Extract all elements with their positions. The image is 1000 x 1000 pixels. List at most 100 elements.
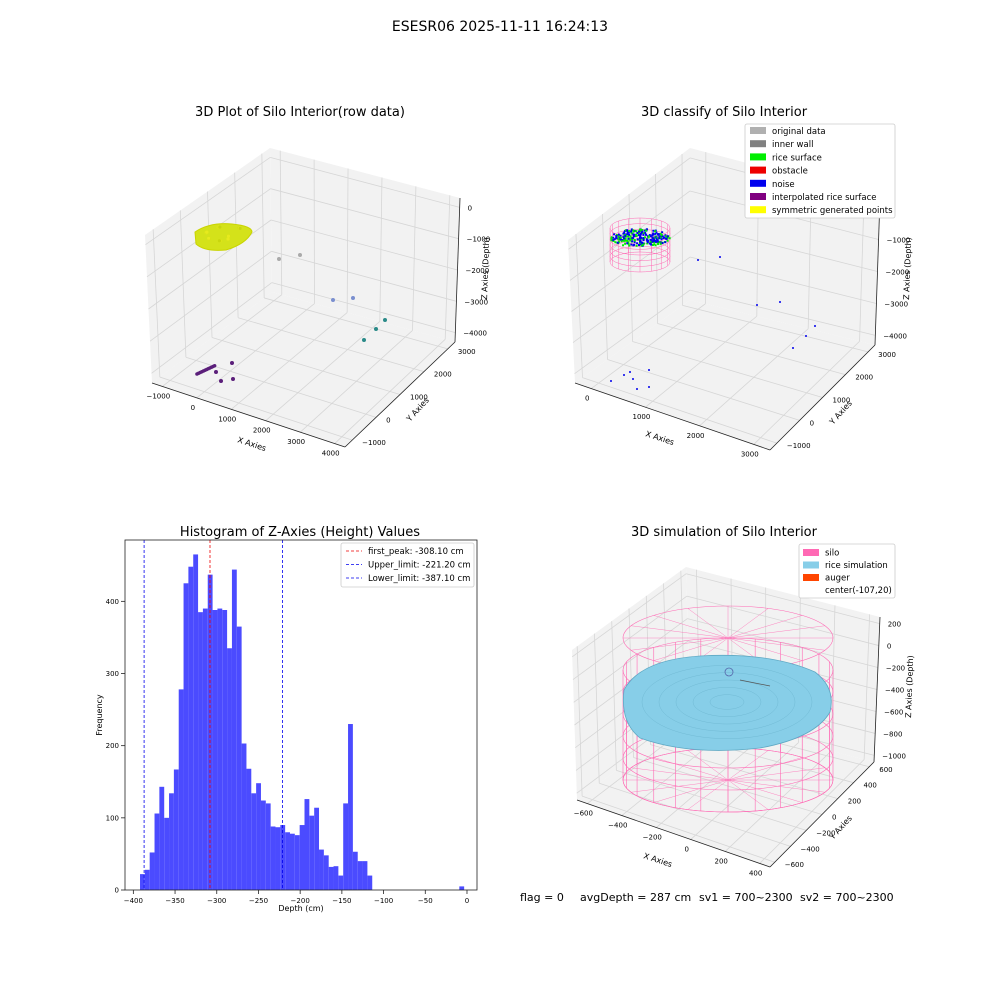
classified-point xyxy=(635,233,638,236)
histogram-bar xyxy=(173,769,179,890)
histogram-bar xyxy=(193,554,199,890)
classified-point xyxy=(661,231,664,234)
classified-point xyxy=(626,231,629,234)
classified-point xyxy=(642,232,645,235)
noise-point xyxy=(814,325,816,327)
classified-point xyxy=(654,235,657,238)
grid-line xyxy=(270,157,460,208)
x-tick-label: −400 xyxy=(608,822,627,830)
figure-suptitle: ESESR06 2025-11-11 16:24:13 xyxy=(392,19,608,35)
classified-point xyxy=(654,230,657,233)
classified-point xyxy=(660,238,663,241)
x-tick-label: −150 xyxy=(332,897,351,905)
classified-point xyxy=(656,237,659,240)
classified-point xyxy=(658,241,661,244)
histogram-bar xyxy=(367,875,373,890)
classified-point xyxy=(655,231,658,234)
classified-point xyxy=(622,232,625,235)
classified-point xyxy=(639,228,642,231)
histogram-bar xyxy=(338,875,344,890)
classified-point xyxy=(643,229,646,232)
classified-point xyxy=(646,242,649,245)
classified-point xyxy=(638,230,641,233)
silo-spoke xyxy=(727,767,826,781)
histogram-bar xyxy=(183,583,189,890)
classified-point xyxy=(617,240,620,243)
y-tick-label: −400 xyxy=(800,845,819,853)
grid-line xyxy=(271,250,457,302)
y-tick-label: 1000 xyxy=(833,397,851,405)
z-axis-line xyxy=(454,197,461,343)
legend-swatch xyxy=(750,206,766,214)
legend-label: Upper_limit: -221.20 cm xyxy=(368,561,471,571)
silo-spoke xyxy=(687,779,729,810)
noise-point xyxy=(632,378,634,380)
x-tick-label: 0 xyxy=(585,395,589,403)
classified-point xyxy=(639,234,642,237)
histogram-bar xyxy=(178,689,184,890)
x-axis-label: X Axies xyxy=(642,851,673,869)
y-tick-label: 100 xyxy=(106,814,119,822)
silo-spoke xyxy=(727,757,803,781)
panel-raw-title: 3D Plot of Silo Interior(row data) xyxy=(195,105,405,120)
classified-point xyxy=(635,244,638,247)
legend-swatch xyxy=(750,127,766,134)
classified-point xyxy=(633,243,636,246)
noise-point xyxy=(623,374,625,376)
classified-point xyxy=(648,234,651,237)
classified-point xyxy=(653,243,656,246)
legend-swatch xyxy=(803,574,819,581)
classified-point xyxy=(642,236,645,239)
histogram-legend: first_peak: -308.10 cm Upper_limit: -221.… xyxy=(340,542,475,588)
legend-label: original data xyxy=(772,127,826,137)
classified-point xyxy=(628,233,631,236)
grid-line xyxy=(657,323,846,376)
histogram-bar xyxy=(299,825,305,890)
histogram-bar xyxy=(459,886,465,890)
legend-label: inner wall xyxy=(772,140,813,150)
x-tick-label: 3000 xyxy=(741,450,759,458)
classified-point xyxy=(624,242,627,245)
classified-point xyxy=(639,232,642,235)
classified-point xyxy=(665,237,668,240)
classified-point xyxy=(668,237,671,240)
data-point xyxy=(277,257,281,261)
noise-point xyxy=(610,380,612,382)
legend-label: rice simulation xyxy=(825,561,888,571)
classified-point xyxy=(617,238,620,241)
classified-point xyxy=(611,239,614,242)
y-tick-label: 3000 xyxy=(458,348,476,356)
silo-spoke xyxy=(727,779,769,810)
classified-point xyxy=(633,241,636,244)
z-axis-label: Z Axies (Depth) xyxy=(904,655,915,718)
classified-point xyxy=(628,230,631,233)
z-tick-label: −4000 xyxy=(463,330,487,338)
surface-point xyxy=(217,239,222,243)
x-axis-line xyxy=(574,382,771,451)
classified-point xyxy=(632,235,635,238)
y-tick-label: −600 xyxy=(785,861,804,869)
histogram-bar xyxy=(149,852,155,890)
data-point xyxy=(219,379,223,383)
histogram-bar xyxy=(202,608,208,890)
y-tick-label: 200 xyxy=(106,742,119,750)
z-axis-label: Z Axies (Depth) xyxy=(480,237,491,300)
noise-point xyxy=(792,347,794,349)
classified-point xyxy=(644,231,647,234)
grid-line xyxy=(689,223,878,272)
classified-point xyxy=(641,244,644,247)
z-axis-label: Z Axies (Depth) xyxy=(902,237,913,300)
y-tick-label: 600 xyxy=(879,766,892,774)
grid-line xyxy=(149,250,272,342)
legend-label: silo xyxy=(825,549,839,559)
x-tick-label: −1000 xyxy=(146,392,170,400)
classified-point xyxy=(660,233,663,236)
pane-floor xyxy=(577,715,874,867)
legend-label: center(-107,20) xyxy=(825,586,892,596)
data-point xyxy=(231,377,235,381)
histogram-bar xyxy=(154,813,160,890)
histogram-bar xyxy=(275,827,281,890)
silo-spoke xyxy=(653,757,729,781)
classified-point xyxy=(658,235,661,238)
